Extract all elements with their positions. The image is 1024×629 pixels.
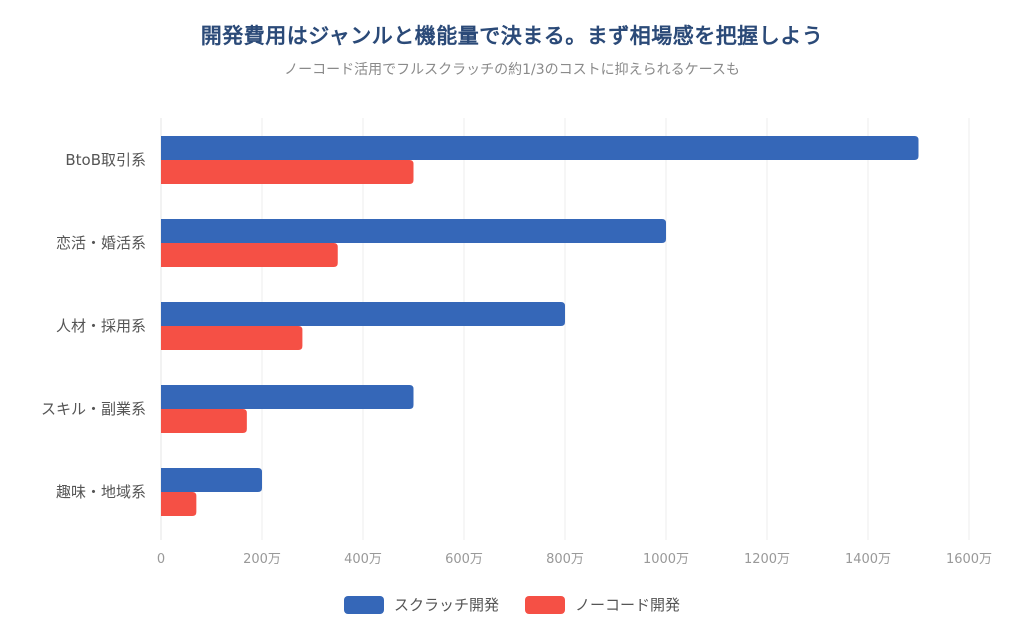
x-tick-label: 1600万 xyxy=(946,552,992,567)
legend-item-scratch[interactable]: スクラッチ開発 xyxy=(343,594,499,615)
legend-item-nocode[interactable]: ノーコード開発 xyxy=(525,594,680,615)
x-tick-label: 800万 xyxy=(546,552,584,567)
category-label: 趣味・地域系 xyxy=(56,483,146,501)
bar-nocode[interactable] xyxy=(161,160,414,184)
x-tick-label: 200万 xyxy=(243,552,281,567)
chart-title: 開発費用はジャンルと機能量で決まる。まず相場感を把握しよう xyxy=(200,24,824,48)
x-tick-labels: 0 200万 400万 600万 800万 1000万 1200万 1400万 1600万 xyxy=(157,552,992,567)
category-label: BtoB取引系 xyxy=(65,151,146,169)
x-tick-label: 1400万 xyxy=(845,552,891,567)
chart-subtitle: ノーコード活用でフルスクラッチの約1/3のコストに抑えられるケースも xyxy=(284,62,740,78)
x-tick-label: 600万 xyxy=(445,552,483,567)
bars xyxy=(161,136,919,516)
bar-nocode[interactable] xyxy=(161,326,303,350)
category-label: 人材・採用系 xyxy=(56,317,146,335)
legend-label-scratch: スクラッチ開発 xyxy=(393,596,499,614)
legend-swatch-scratch xyxy=(343,595,384,614)
x-tick-label: 400万 xyxy=(344,552,382,567)
legend: スクラッチ開発 ノーコード開発 xyxy=(0,594,1024,615)
legend-label-nocode: ノーコード開発 xyxy=(575,596,681,614)
bar-scratch[interactable] xyxy=(161,385,414,409)
bar-nocode[interactable] xyxy=(161,492,197,516)
x-tick-label: 1000万 xyxy=(643,552,689,567)
category-label: スキル・副業系 xyxy=(41,400,146,418)
bar-nocode[interactable] xyxy=(161,243,338,267)
x-tick-label: 0 xyxy=(157,552,165,567)
bar-scratch[interactable] xyxy=(161,302,565,326)
bar-scratch[interactable] xyxy=(161,136,919,160)
bar-nocode[interactable] xyxy=(161,409,247,433)
legend-swatch-nocode xyxy=(525,595,565,614)
x-tick-label: 1200万 xyxy=(744,552,790,567)
category-label: 恋活・婚活系 xyxy=(56,234,146,252)
bar-scratch[interactable] xyxy=(161,219,666,243)
bar-scratch[interactable] xyxy=(161,468,262,492)
